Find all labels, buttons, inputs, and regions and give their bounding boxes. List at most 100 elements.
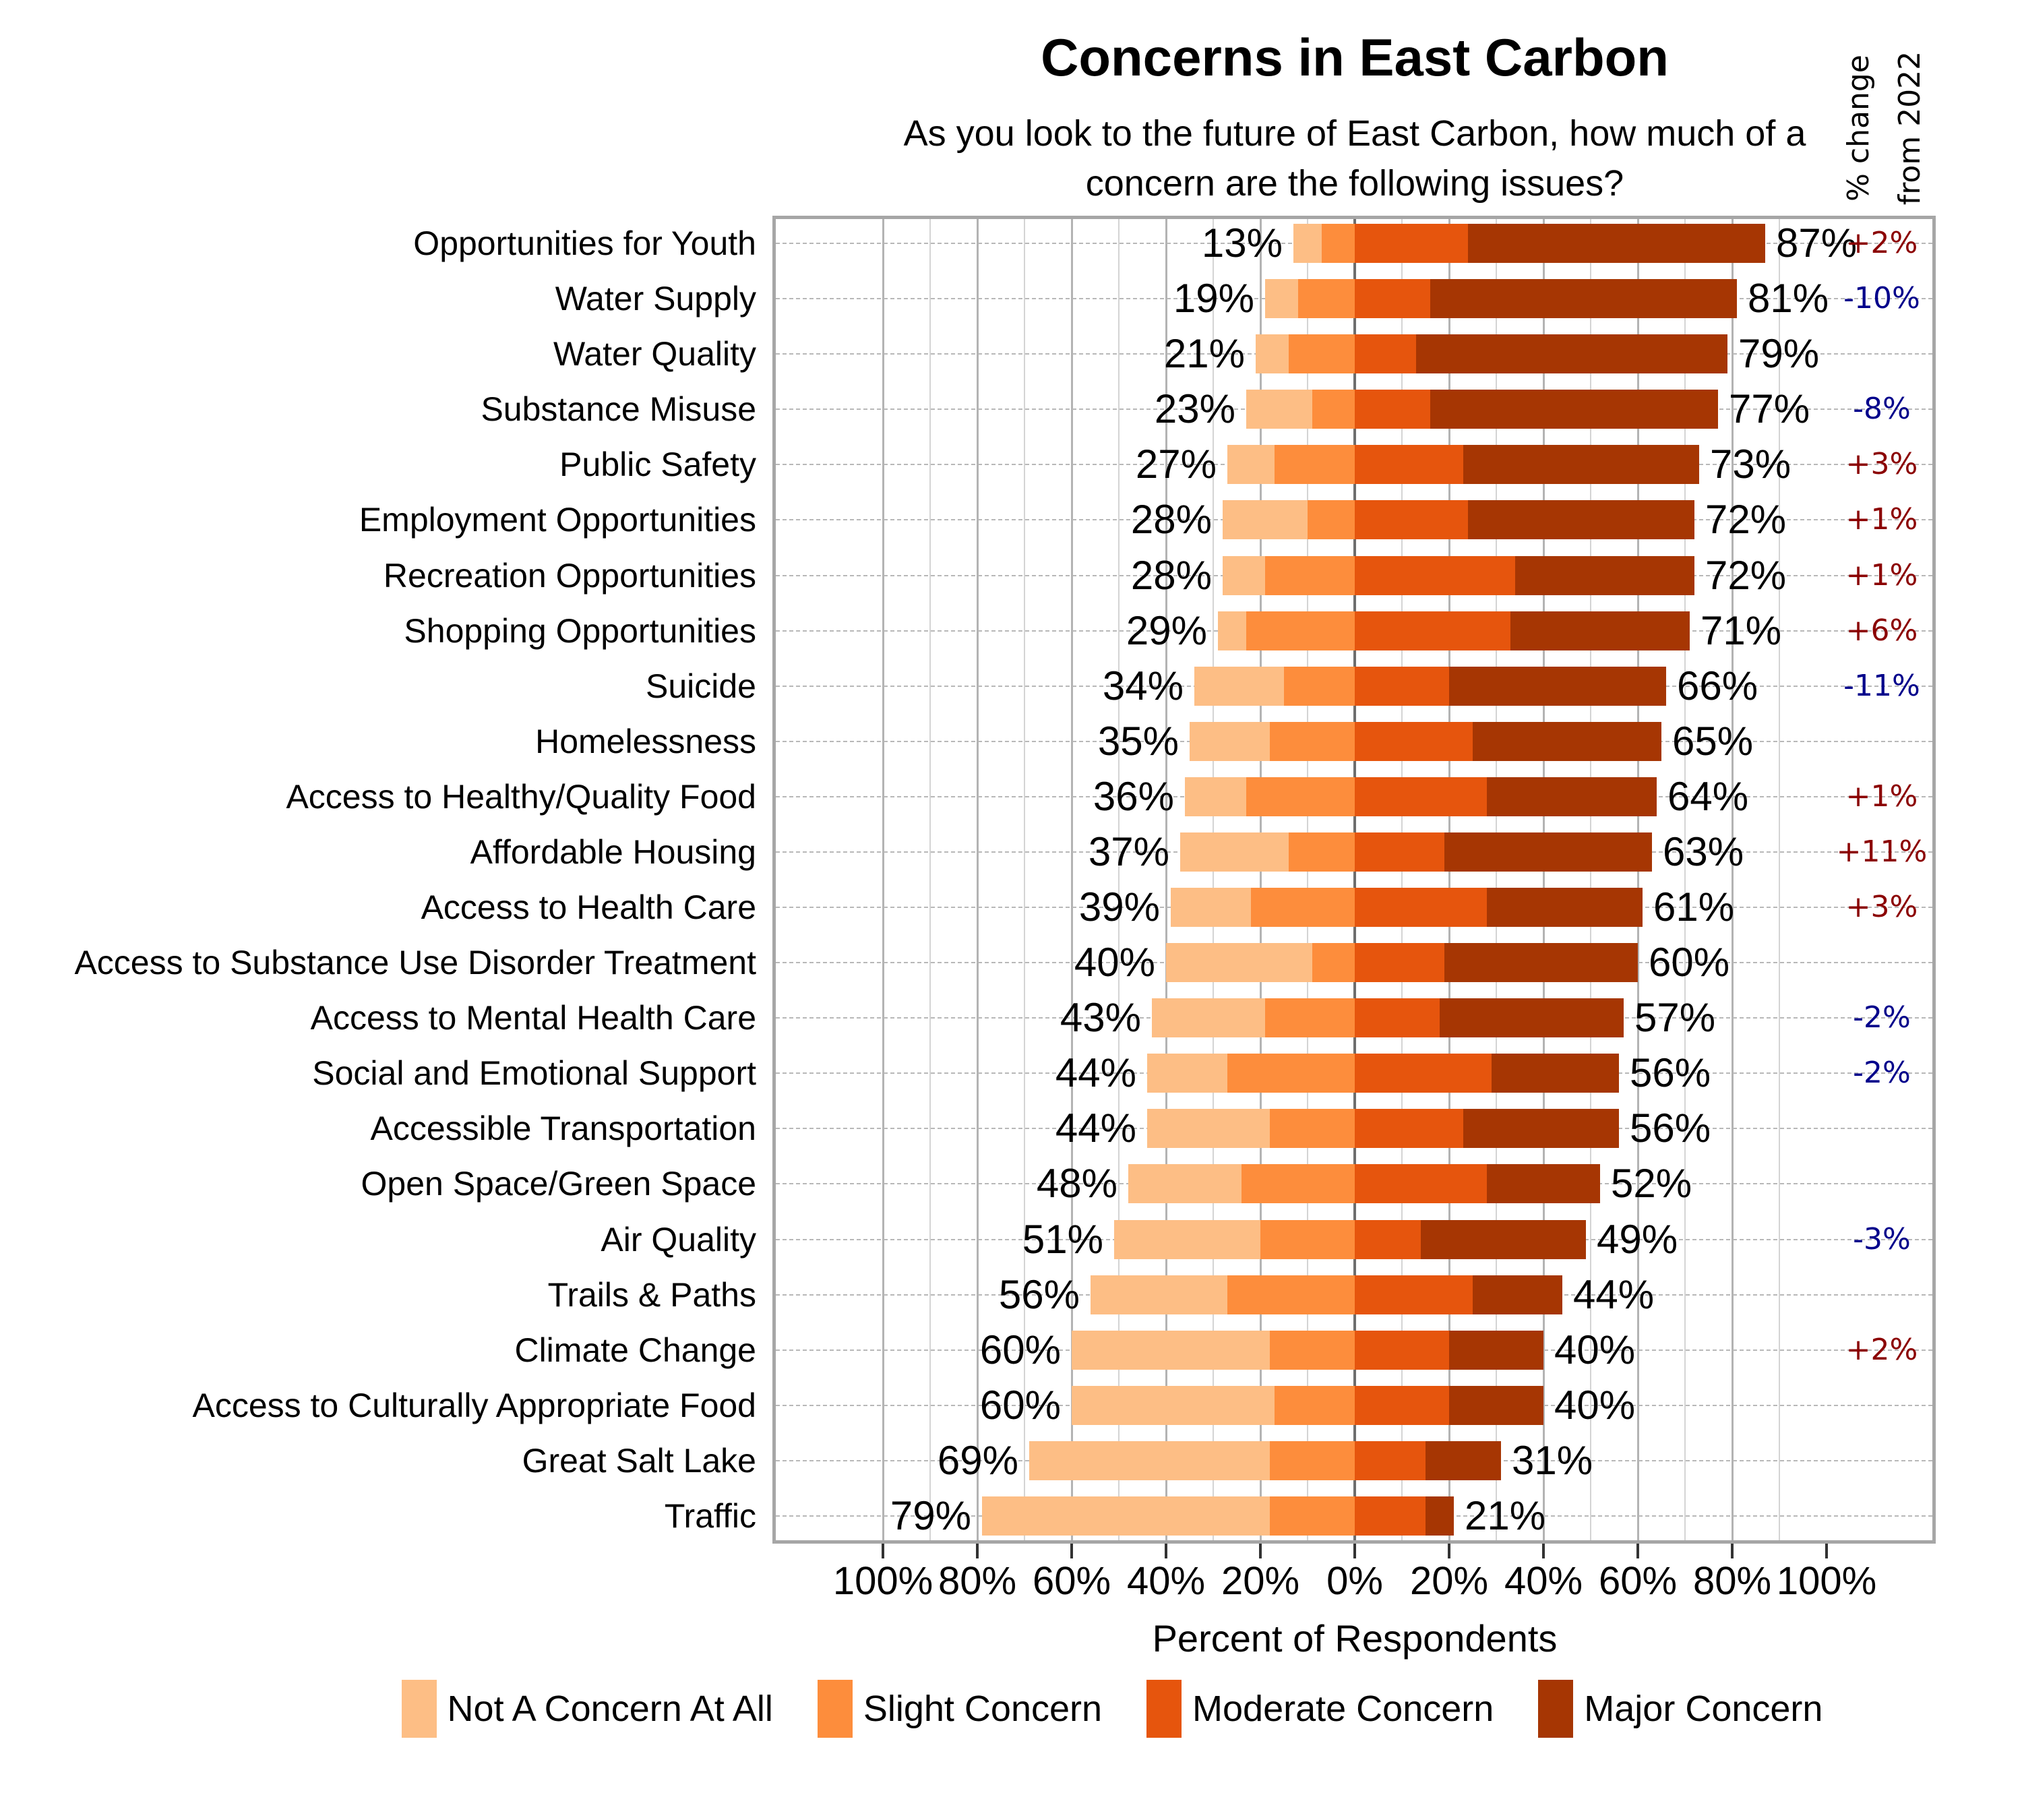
chart-subtitle-line-1: As you look to the future of East Carbon… <box>903 113 1806 154</box>
x-axis-tick <box>1636 1544 1639 1558</box>
bar-segment-not-a-concern <box>1227 445 1275 485</box>
bar-segment-slight-concern <box>1246 777 1355 816</box>
category-label: Homelessness <box>535 722 756 760</box>
bar-segment-slight-concern <box>1312 390 1355 429</box>
vertical-gridline <box>1496 217 1497 1542</box>
bar-segment-major-concern <box>1463 1109 1619 1149</box>
right-total-label: 31% <box>1512 1437 1593 1483</box>
bar-segment-slight-concern <box>1275 445 1355 485</box>
legend-item: Not A Concern At All <box>401 1680 773 1738</box>
bar-segment-slight-concern <box>1246 611 1355 650</box>
vertical-gridline <box>1070 217 1073 1542</box>
bar-segment-major-concern <box>1463 445 1699 485</box>
bar-segment-major-concern <box>1515 555 1694 595</box>
bar-row <box>1265 279 1737 319</box>
bar-segment-major-concern <box>1473 1275 1562 1314</box>
category-label: Air Quality <box>601 1220 756 1258</box>
right-total-label: 40% <box>1554 1382 1636 1428</box>
bar-segment-major-concern <box>1492 1054 1619 1093</box>
bar-row <box>1218 611 1690 650</box>
left-total-label: 35% <box>1097 718 1179 764</box>
right-total-label: 49% <box>1597 1216 1678 1262</box>
bar-segment-major-concern <box>1449 666 1666 706</box>
right-total-label: 63% <box>1663 828 1744 874</box>
left-total-label: 51% <box>1022 1216 1103 1262</box>
bar-segment-slight-concern <box>1227 1054 1355 1093</box>
bar-segment-moderate-concern <box>1355 1440 1426 1480</box>
bar-row <box>1185 777 1657 816</box>
bar-segment-slight-concern <box>1270 721 1355 761</box>
bar-segment-moderate-concern <box>1355 390 1430 429</box>
right-total-label: 77% <box>1729 386 1810 432</box>
vertical-gridline <box>1636 217 1639 1542</box>
left-total-label: 69% <box>937 1437 1018 1483</box>
legend-swatch-moderate-concern <box>1146 1680 1182 1738</box>
bar-segment-major-concern <box>1430 279 1737 319</box>
left-total-label: 44% <box>1055 1050 1136 1096</box>
right-total-label: 56% <box>1630 1050 1711 1096</box>
x-axis-tick <box>1259 1544 1262 1558</box>
left-total-label: 36% <box>1093 773 1174 819</box>
category-label: Access to Culturally Appropriate Food <box>192 1386 756 1424</box>
bar-segment-major-concern <box>1473 721 1661 761</box>
category-label: Shopping Opportunities <box>404 611 756 650</box>
bar-segment-major-concern <box>1487 1164 1600 1204</box>
left-total-label: 56% <box>998 1271 1080 1317</box>
bar-segment-moderate-concern <box>1355 1496 1426 1536</box>
bar-segment-moderate-concern <box>1355 279 1430 319</box>
category-label: Great Salt Lake <box>522 1441 756 1480</box>
x-axis-tick <box>1070 1544 1073 1558</box>
category-label: Recreation Opportunities <box>383 556 756 595</box>
change-column-separator <box>1827 216 1830 1544</box>
x-axis-tick <box>1542 1544 1545 1558</box>
pct-change-label: +1% <box>1845 557 1918 593</box>
left-total-label: 60% <box>979 1327 1061 1372</box>
left-total-label: 29% <box>1126 607 1207 653</box>
bar-row <box>982 1496 1454 1536</box>
bar-segment-moderate-concern <box>1355 1219 1421 1259</box>
bar-segment-moderate-concern <box>1355 943 1444 983</box>
bar-row <box>1223 500 1694 540</box>
legend-label: Moderate Concern <box>1192 1689 1494 1729</box>
legend-swatch-slight-concern <box>817 1680 853 1738</box>
bar-segment-slight-concern <box>1289 832 1355 872</box>
bar-segment-slight-concern <box>1284 666 1355 706</box>
vertical-gridline <box>1731 217 1734 1542</box>
bar-row <box>1091 1275 1562 1314</box>
pct-change-label: +2% <box>1845 226 1918 261</box>
category-label: Access to Mental Health Care <box>310 999 756 1037</box>
bar-row <box>1152 998 1624 1038</box>
left-total-label: 23% <box>1154 386 1235 432</box>
bar-segment-slight-concern <box>1227 1275 1355 1314</box>
right-total-label: 81% <box>1748 276 1829 322</box>
right-total-label: 72% <box>1705 497 1787 543</box>
bar-segment-major-concern <box>1510 611 1690 650</box>
bar-segment-moderate-concern <box>1355 666 1449 706</box>
bar-segment-not-a-concern <box>1072 1385 1275 1425</box>
bar-segment-moderate-concern <box>1355 1330 1449 1370</box>
vertical-gridline <box>1590 217 1591 1542</box>
bar-segment-slight-concern <box>1275 1385 1355 1425</box>
right-total-label: 71% <box>1701 607 1782 653</box>
bar-segment-moderate-concern <box>1355 888 1487 928</box>
vertical-gridline <box>1307 217 1308 1542</box>
bar-segment-slight-concern <box>1270 1330 1355 1370</box>
chart-subtitle-line-2: concern are the following issues? <box>1085 163 1624 204</box>
x-axis-tick-label: 80% <box>1692 1559 1772 1603</box>
left-total-label: 28% <box>1130 497 1212 543</box>
category-label: Suicide <box>646 667 756 705</box>
right-total-label: 60% <box>1649 940 1730 985</box>
bar-segment-not-a-concern <box>1223 555 1265 595</box>
bar-segment-not-a-concern <box>1147 1054 1227 1093</box>
bar-segment-not-a-concern <box>1114 1219 1260 1259</box>
vertical-gridline <box>1779 217 1780 1542</box>
category-label: Employment Opportunities <box>359 501 756 539</box>
bar-row <box>1293 224 1765 264</box>
bar-segment-major-concern <box>1440 998 1624 1038</box>
bar-segment-not-a-concern <box>1171 888 1251 928</box>
left-total-label: 44% <box>1055 1105 1136 1151</box>
bar-segment-not-a-concern <box>1194 666 1284 706</box>
right-total-label: 65% <box>1672 718 1754 764</box>
bar-segment-slight-concern <box>1270 1496 1355 1536</box>
category-label: Public Safety <box>559 446 756 484</box>
